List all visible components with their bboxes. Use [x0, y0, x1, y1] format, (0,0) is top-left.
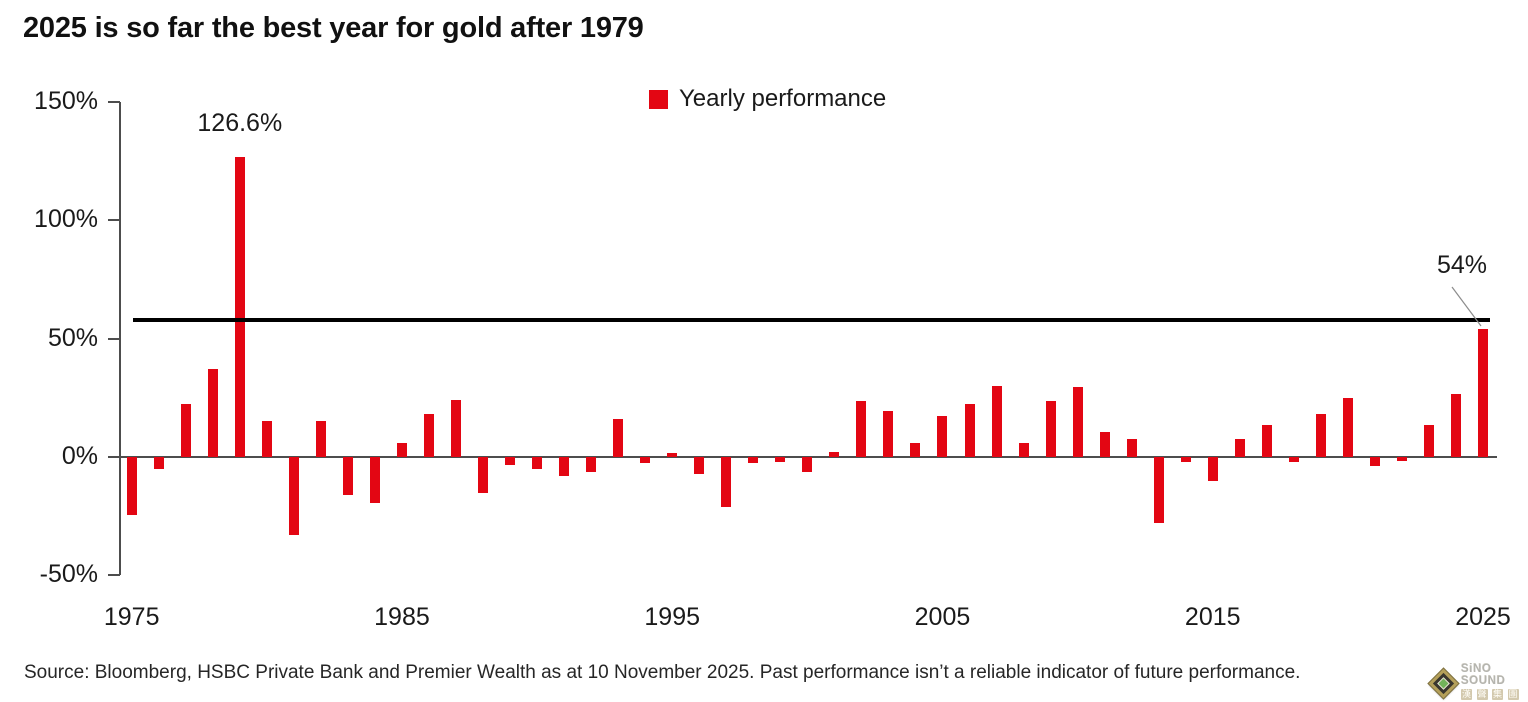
- bar-1994: [640, 457, 651, 463]
- y-axis-label: 50%: [47, 323, 98, 352]
- y-axis-line: [119, 101, 121, 576]
- bar-1993: [613, 419, 624, 457]
- watermark-chinese-char: 聲: [1476, 689, 1488, 700]
- bar-2009: [1045, 401, 1056, 457]
- bar-2000: [802, 457, 813, 473]
- y-axis-label: -50%: [39, 560, 98, 589]
- y-axis-tick: [108, 456, 120, 458]
- bar-2023: [1423, 425, 1434, 457]
- bar-1982: [315, 421, 326, 457]
- bar-1988: [478, 457, 489, 493]
- y-axis-tick: [108, 337, 120, 340]
- x-axis-label-1985: 1985: [374, 603, 430, 631]
- bar-1975: [126, 457, 137, 515]
- x-axis-label-1975: 1975: [103, 603, 160, 631]
- bar-2017: [1261, 425, 1272, 457]
- bar-1995: [667, 453, 678, 457]
- bar-1976: [153, 457, 164, 469]
- bar-1998: [748, 457, 759, 463]
- watermark-chinese-char: 集: [1492, 689, 1503, 700]
- bar-2015: [1207, 457, 1218, 481]
- bar-1984: [369, 457, 380, 504]
- source-note: Source: Bloomberg, HSBC Private Bank and…: [24, 662, 1301, 683]
- annotation-1979: 126.6%: [197, 109, 283, 137]
- bar-1987: [451, 400, 461, 457]
- y-axis-tick: [108, 574, 120, 577]
- x-axis-label-2025: 2025: [1455, 603, 1511, 631]
- bar-2019: [1315, 414, 1326, 457]
- bar-2002: [856, 401, 867, 457]
- bar-1997: [721, 457, 732, 507]
- legend-swatch-icon: [649, 89, 668, 109]
- bar-1996: [694, 457, 705, 474]
- x-axis-label-2015: 2015: [1184, 603, 1241, 631]
- legend: Yearly performance: [649, 85, 886, 113]
- bar-2020: [1342, 397, 1353, 457]
- diamond-logo-icon: [1428, 667, 1459, 698]
- watermark-chinese-char: 漢: [1461, 689, 1472, 700]
- bar-1985: [396, 442, 407, 457]
- bar-2005: [937, 415, 948, 457]
- bar-2024: [1450, 394, 1461, 457]
- y-axis-label: 150%: [34, 86, 98, 115]
- bar-2022: [1396, 457, 1407, 461]
- watermark-chinese-char: 團: [1507, 689, 1519, 700]
- bar-2007: [991, 385, 1002, 457]
- reference-line: [133, 317, 1490, 322]
- bar-1980: [261, 421, 272, 457]
- y-axis-tick: [108, 100, 120, 103]
- bar-2008: [1018, 442, 1029, 457]
- bar-2001: [829, 452, 840, 457]
- bar-2013: [1153, 457, 1164, 524]
- bar-2016: [1234, 439, 1245, 457]
- bar-1991: [559, 457, 570, 476]
- sino-sound-logo: SiNO SOUND 漢聲集團: [1428, 663, 1528, 700]
- bar-2014: [1180, 457, 1191, 462]
- annotation-2025: 54%: [1436, 251, 1488, 279]
- y-axis-label: 0%: [61, 442, 98, 470]
- y-axis-label: 100%: [34, 205, 98, 234]
- bar-1981: [288, 457, 299, 536]
- x-axis-label-2005: 2005: [914, 603, 971, 631]
- bar-1979: [234, 157, 245, 457]
- bar-1999: [775, 457, 786, 462]
- watermark-chinese-text: 漢聲集團: [1461, 689, 1528, 700]
- y-axis-tick: [108, 219, 120, 222]
- bar-1977: [180, 403, 191, 457]
- bar-1989: [505, 457, 516, 466]
- bar-2006: [964, 403, 975, 457]
- x-axis-label-1995: 1995: [644, 603, 701, 631]
- bar-1978: [207, 369, 218, 457]
- chart-title: 2025 is so far the best year for gold af…: [23, 12, 644, 44]
- bar-1986: [423, 414, 434, 457]
- bar-2012: [1126, 439, 1137, 457]
- bar-2021: [1369, 457, 1380, 467]
- bar-2010: [1072, 387, 1083, 457]
- watermark-brand-text: SiNO SOUND: [1461, 663, 1506, 687]
- bar-2003: [883, 410, 894, 457]
- bar-1990: [532, 457, 543, 469]
- bar-1992: [586, 457, 597, 473]
- bar-2004: [910, 442, 921, 457]
- bar-2011: [1099, 432, 1110, 457]
- bar-1983: [342, 457, 353, 495]
- legend-label: Yearly performance: [679, 85, 887, 112]
- bar-2018: [1288, 457, 1299, 462]
- bar-2025: [1478, 329, 1488, 457]
